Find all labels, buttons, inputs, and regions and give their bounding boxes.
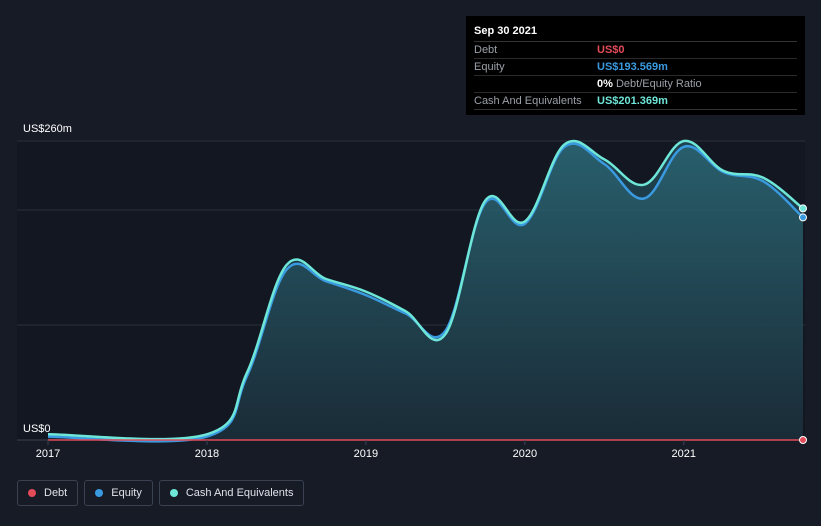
tooltip-date: Sep 30 2021: [474, 24, 797, 42]
legend-dot-icon: [28, 489, 36, 497]
x-tick-label: 2019: [354, 448, 378, 460]
tooltip-row-equity: Equity US$193.569m: [474, 59, 797, 76]
legend-dot-icon: [169, 489, 178, 497]
line-layer: [47, 139, 804, 443]
legend-item-debt[interactable]: Debt: [17, 480, 79, 506]
tooltip: Sep 30 2021 Debt US$0 Equity US$193.569m…: [466, 16, 805, 115]
legend-dot-icon: [95, 489, 104, 497]
x-tick-label: 2020: [513, 448, 537, 460]
y-axis-top-label: US$260m: [23, 123, 72, 135]
tooltip-value: US$193.569m: [597, 61, 668, 73]
area-layer: [48, 140, 803, 442]
tooltip-row-cash: Cash And Equivalents US$201.369m: [474, 93, 797, 110]
tooltip-row-debt: Debt US$0: [474, 42, 797, 59]
tooltip-value: US$0: [597, 44, 625, 56]
tooltip-label: Debt: [474, 44, 498, 56]
x-tick-label: 2021: [672, 448, 696, 460]
legend-item-cash[interactable]: Cash And Equivalents: [158, 480, 305, 506]
tooltip-label: Cash And Equivalents: [474, 95, 582, 107]
legend-label: Cash And Equivalents: [185, 487, 294, 499]
endpoint-debt: [799, 436, 807, 444]
tooltip-label: [474, 76, 597, 92]
marker-layer: [799, 204, 807, 444]
legend: Debt Equity Cash And Equivalents: [17, 480, 305, 506]
ratio-label: Debt/Equity Ratio: [615, 78, 702, 90]
ratio-value: 0%: [597, 78, 613, 90]
tooltip-row-ratio: 0% Debt/Equity Ratio: [474, 76, 797, 93]
line-cash-and-equivalents: [47, 139, 804, 441]
endpoint-cash-and-equivalents: [799, 204, 807, 213]
y-axis-bottom-label: US$0: [23, 423, 51, 435]
legend-label: Debt: [44, 487, 68, 499]
endpoint-equity: [799, 213, 807, 222]
x-tick-label: 2018: [195, 448, 219, 460]
tooltip-value: US$201.369m: [597, 95, 668, 107]
legend-label: Equity: [111, 487, 142, 499]
tooltip-value: 0% Debt/Equity Ratio: [597, 76, 702, 92]
tooltip-label: Equity: [474, 61, 505, 73]
legend-item-equity[interactable]: Equity: [84, 480, 153, 506]
x-axis-ticks: 2017 2018 2019 2020 2021: [36, 440, 696, 460]
x-tick-label: 2017: [36, 448, 60, 460]
area-equity: [48, 143, 803, 442]
